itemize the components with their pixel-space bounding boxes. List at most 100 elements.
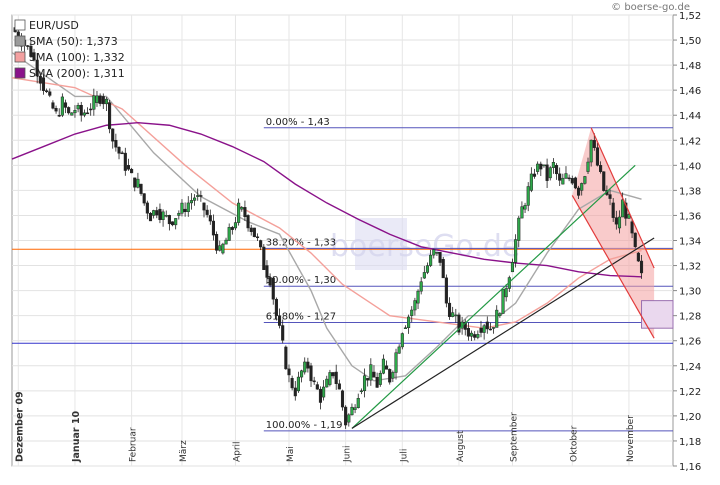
candle-body (526, 186, 530, 206)
candle-body (350, 406, 354, 416)
candle-body (599, 165, 603, 172)
candle-body (41, 77, 46, 91)
candle-body (312, 380, 316, 383)
candle-body (67, 107, 71, 114)
candle-body (227, 227, 231, 241)
candle-body (221, 243, 225, 254)
legend-label: SMA (50): 1,373 (29, 35, 118, 48)
legend-label: EUR/USD (29, 19, 79, 32)
x-tick-label: Dezember 09 (14, 391, 25, 462)
candle-body (218, 245, 222, 251)
candle-body (180, 202, 184, 214)
candle-body (205, 209, 209, 215)
y-tick-label: 1,34 (679, 237, 701, 248)
y-tick-label: 1,28 (679, 312, 701, 323)
candle-body (614, 217, 618, 225)
candle-body (111, 128, 115, 142)
channel-fill (572, 127, 655, 339)
candle-body (488, 328, 492, 331)
candle-body (334, 371, 338, 384)
candle-body (158, 208, 162, 220)
y-tick-label: 1,32 (679, 262, 701, 273)
candle-body (252, 227, 256, 238)
candle-body (400, 333, 404, 348)
grid (12, 14, 673, 467)
x-tick-label: November (626, 415, 636, 462)
trendlines (351, 127, 655, 429)
candle-body (463, 321, 467, 330)
candle-body (303, 361, 307, 373)
candle-body (621, 199, 625, 218)
candle-body (532, 173, 537, 177)
candle-body (199, 195, 203, 197)
y-tick-label: 1,30 (679, 287, 701, 298)
candle-body (567, 177, 571, 180)
candle-body (520, 206, 524, 219)
trendline (351, 164, 636, 429)
candle-body (479, 327, 483, 333)
legend-swatch (14, 19, 26, 31)
candle-body (29, 45, 33, 57)
candle-body (60, 96, 64, 116)
candle-body (391, 372, 395, 379)
fib-label: 100.00% - 1,19 (266, 420, 343, 431)
candle-body (325, 378, 329, 388)
candle-body (26, 45, 30, 47)
candle-body (510, 262, 515, 273)
candle-body (444, 277, 448, 304)
candle-body (397, 346, 401, 354)
candle-body (233, 222, 238, 229)
candle-body (255, 236, 260, 239)
candle-body (558, 173, 562, 181)
candle-body (470, 332, 474, 337)
candle-body (89, 108, 93, 111)
x-tick-label: März (179, 440, 189, 462)
candle-body (92, 95, 96, 110)
legend-swatch (14, 51, 26, 63)
candle-body (536, 163, 540, 172)
candle-body (249, 227, 253, 232)
x-tick-label: Oktober (569, 425, 579, 462)
candle-body (82, 112, 86, 116)
candle-body (155, 210, 159, 216)
candle-body (504, 288, 508, 298)
candle-body (403, 327, 408, 330)
candle-body (189, 200, 193, 204)
x-tick-label: August (456, 430, 466, 462)
candle-body (274, 298, 278, 317)
candle-body (309, 365, 313, 382)
candle-body (95, 95, 99, 103)
y-tick-label: 1,52 (679, 11, 701, 22)
candle-body (435, 252, 439, 254)
candle-body (542, 164, 546, 167)
candle-body (353, 407, 357, 410)
candle-body (186, 202, 190, 213)
candle-body (429, 254, 433, 266)
candle-body (627, 214, 631, 219)
candle-body (98, 95, 102, 104)
candle-body (476, 334, 480, 338)
trendline (571, 195, 655, 339)
candle-body (38, 75, 42, 84)
candle-body (164, 215, 168, 217)
candle-body (561, 177, 565, 185)
candle-body (633, 232, 637, 247)
candle-body (296, 376, 300, 392)
fib-label: 50.00% - 1,30 (266, 275, 336, 286)
candle-body (148, 212, 153, 222)
x-tick-label: Mai (286, 446, 296, 462)
candle-body (485, 321, 489, 330)
candle-body (529, 173, 533, 191)
candle-body (318, 388, 323, 403)
candle-body (51, 102, 55, 109)
candle-body (375, 377, 379, 388)
candle-body (347, 414, 351, 423)
x-axis: Dezember 09 Januar 10 Februar März April Mai J… (14, 391, 636, 463)
candle-body (104, 98, 108, 105)
candle-body (630, 221, 634, 234)
x-tick-label: Juni (343, 445, 353, 463)
candle-body (114, 140, 118, 148)
legend-label: SMA (200): 1,311 (29, 67, 125, 80)
watermark-box (355, 218, 407, 270)
